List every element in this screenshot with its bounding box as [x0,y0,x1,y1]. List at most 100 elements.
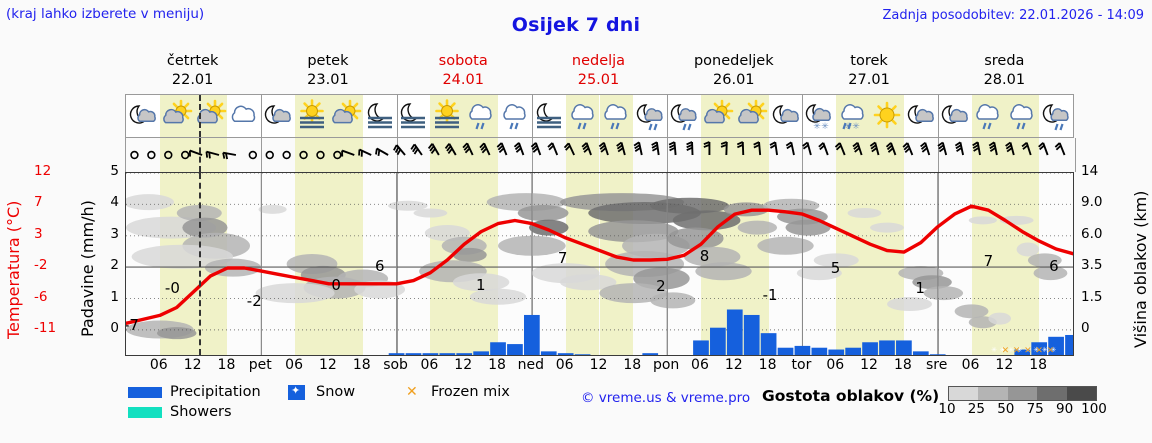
day-header-6: sreda 28.01 [937,52,1072,90]
sun-cloud-icon [737,99,767,124]
svg-text:0: 0 [331,276,341,294]
day-separator [531,95,533,137]
x-tick-hour: 06 [149,357,168,373]
sun-fog-icon [435,99,460,129]
svg-text:✳: ✳ [1042,346,1048,354]
cloud-rain-icon [604,104,628,130]
svg-text:2: 2 [656,277,666,295]
x-tick-day-3: ned [517,357,545,373]
moon-cloud-icon [941,105,968,124]
density-tick: 25 [967,401,985,417]
x-tick-hour: 18 [352,357,371,373]
day-separator [937,138,939,172]
temperature-tick: 12 [34,163,52,179]
svg-text:5: 5 [831,259,841,277]
moon-cloud-icon [772,105,799,124]
day-separator [396,138,398,172]
showers-swatch [128,407,162,418]
x-tick-day-6: sre [926,357,948,373]
svg-text:✳: ✳ [991,346,997,354]
svg-text:-0: -0 [165,279,180,297]
svg-text:✳: ✳ [814,122,822,132]
copyright-link[interactable]: © vreme.us & vreme.pro [581,390,751,406]
wind-barb-row [125,138,1076,172]
sun-cloud-icon [332,99,362,124]
x-tick-hour: 12 [183,357,202,373]
daylight-band [565,138,600,172]
x-tick-hour: 06 [826,357,845,373]
moon-cloud-rain-icon [637,104,663,131]
cloud-icon [232,105,256,122]
precipitation-tick: 4 [110,194,119,211]
day-name: ponedeljek [693,53,774,69]
svg-text:✕: ✕ [1035,346,1043,355]
day-date: 25.01 [577,72,620,88]
legend-label-showers: Showers [170,404,232,420]
temperature-tick: -6 [34,288,48,305]
temperature-tick: 3 [34,225,43,242]
day-name: nedelja [571,53,626,69]
wind-barbs [130,141,1066,160]
day-name: petek [307,53,349,69]
moon-fog-icon [401,103,426,129]
snow-star-glyph: ✦ [291,384,301,397]
day-name: sreda [984,53,1025,69]
svg-text:-2: -2 [247,292,262,310]
cloud-rain-icon [570,104,594,130]
x-tick-hour: 06 [555,357,574,373]
weather-icon-row: ✳ ✳ ✳ ✳ [125,94,1074,138]
x-tick-hour: 06 [285,357,303,373]
day-separator [667,138,669,172]
day-name: četrtek [166,53,219,69]
cloud-height-tick: 14 [1081,163,1099,179]
day-date: 23.01 [307,72,349,88]
cloud-height-tick: 9.0 [1081,194,1103,211]
day-header-4: ponedeljek 26.01 [666,52,801,90]
x-tick-hour: 18 [758,357,777,373]
sun-cloud-icon [196,99,226,124]
x-tick-hour: 12 [454,357,473,373]
day-date: 24.01 [442,72,484,88]
precipitation-tick: 5 [110,163,119,179]
x-tick-day-5: tor [791,357,812,373]
cloud-height-axis-title: Višina oblakov (km) [1131,190,1150,348]
density-shade-1 [978,387,1008,400]
temperature-tick: -2 [34,257,48,274]
legend-label-snow: Snow [316,384,356,400]
svg-text:1: 1 [915,279,925,297]
sun-icon [873,101,901,129]
moon-cloud-icon [129,105,156,124]
x-tick-hour: 12 [995,357,1014,373]
cloud-height-tick: 0 [1081,319,1090,336]
legend-label-precipitation: Precipitation [170,384,261,400]
cloud-height-tick: 6.0 [1081,225,1103,242]
daylight-band [836,138,871,172]
svg-text:8: 8 [700,247,710,265]
moon-cloud-snow-icon: ✳ ✳ [806,104,832,132]
svg-text:✳: ✳ [852,122,860,132]
svg-text:-1: -1 [763,286,778,304]
x-tick-day-1: pet [248,357,272,373]
svg-text:7: 7 [558,249,568,267]
precipitation-tick: 2 [110,257,119,274]
density-shade-0 [949,387,979,400]
density-tick: 90 [1056,401,1074,417]
day-separator [667,95,669,137]
cloud-snow-icon: ✳ ✳ [841,104,864,132]
daylight-band [870,173,904,355]
x-tick-hour: 12 [589,357,608,373]
cloud-height-tick: 1.5 [1081,288,1103,305]
svg-text:✕: ✕ [1047,346,1055,355]
location-menu-note[interactable]: (kraj lahko izberete v meniju) [6,6,205,22]
x-tick-hour: 18 [217,357,236,373]
day-separator [802,95,804,137]
svg-text:✳: ✳ [1050,346,1056,354]
svg-text:✳: ✳ [1033,346,1039,354]
svg-text:7: 7 [984,252,994,270]
day-date: 22.01 [171,72,214,88]
svg-text:✕: ✕ [1013,346,1021,355]
x-tick-hour: 18 [488,357,506,373]
svg-text:✕: ✕ [1002,346,1010,355]
